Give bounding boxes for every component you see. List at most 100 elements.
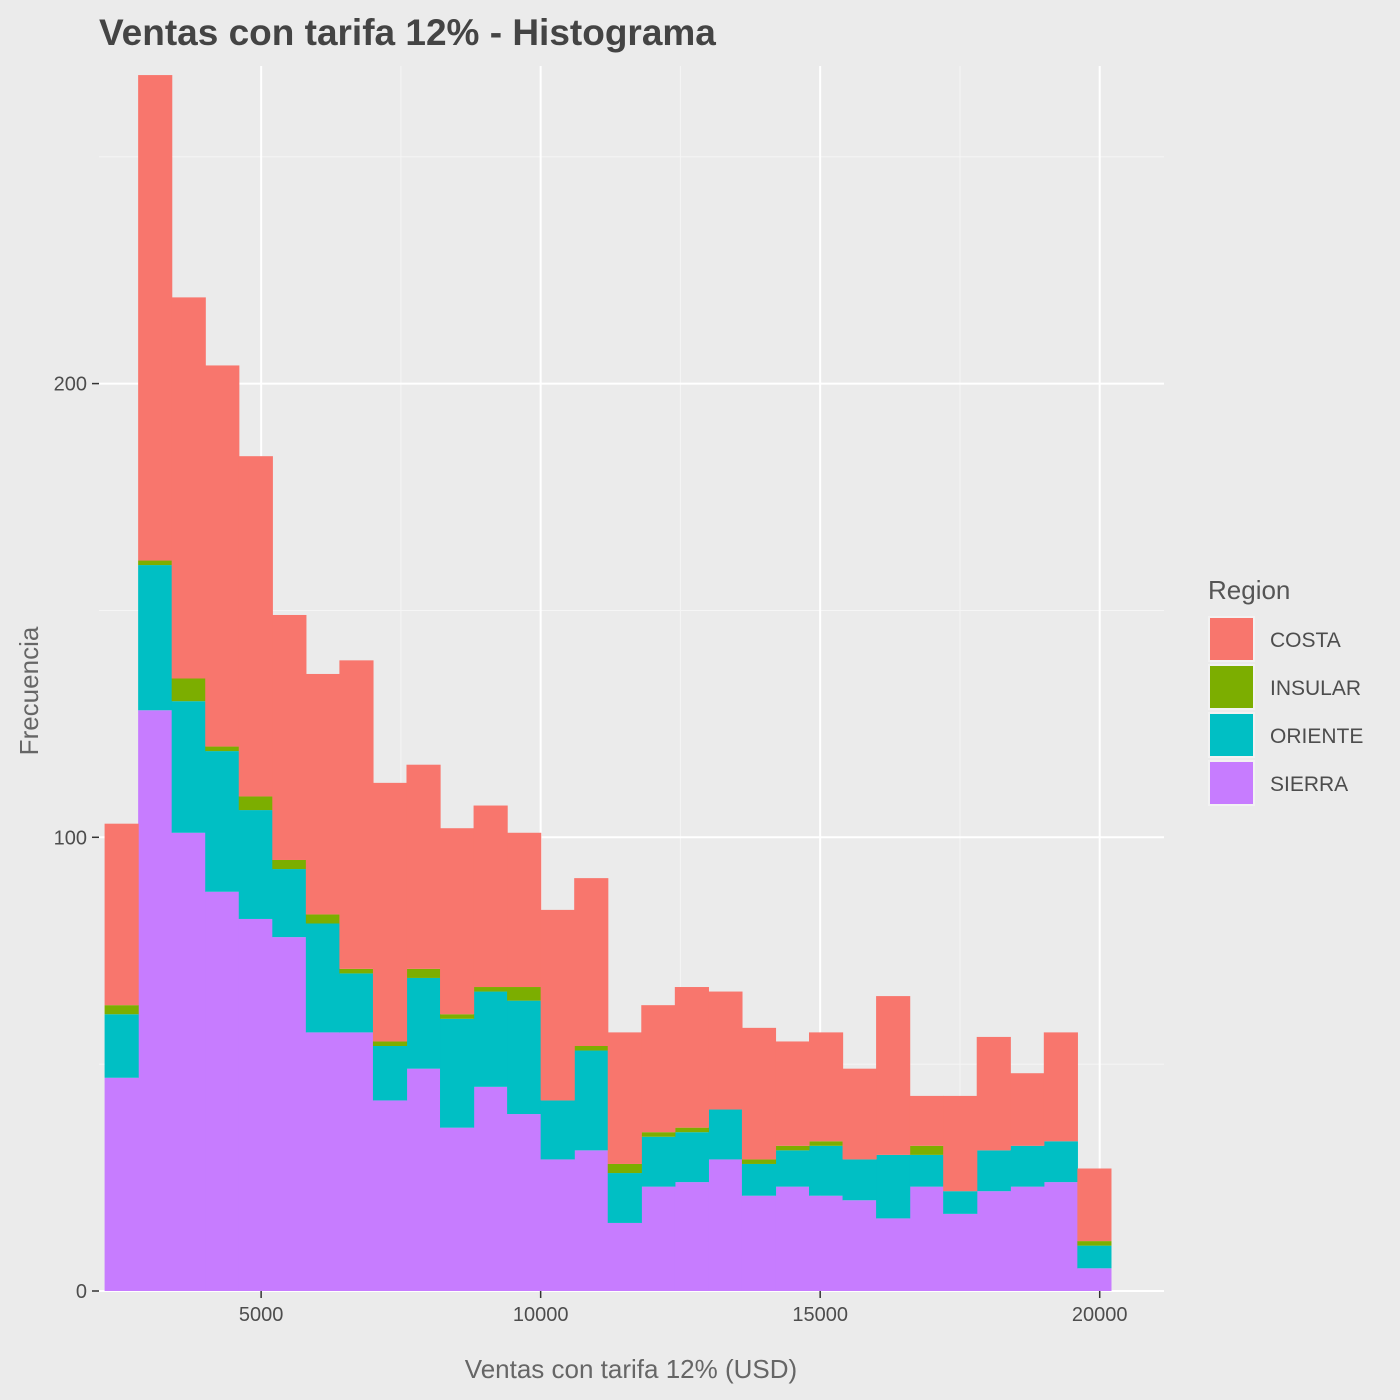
y-tick-label: 100 [54,827,87,849]
bar-sierra [339,1032,374,1291]
bar-insular [909,1145,944,1155]
bar-sierra [406,1068,441,1291]
x-tick-label: 5000 [239,1304,284,1326]
bar-oriente [440,1018,475,1128]
bar-sierra [607,1222,642,1291]
bar-oriente [909,1154,944,1187]
bar-insular [138,560,173,566]
bar-sierra [1077,1268,1112,1291]
bar-oriente [1043,1141,1078,1183]
bar-sierra [138,710,173,1291]
bar-oriente [540,1100,575,1160]
bar-sierra [238,918,273,1291]
bar-costa [507,832,542,988]
bar-oriente [1077,1245,1112,1269]
bar-insular [372,1041,408,1046]
bar-costa [943,1095,978,1192]
bar-oriente [205,751,240,892]
bar-sierra [1010,1186,1045,1291]
bar-sierra [574,1150,609,1291]
legend-label-costa: COSTA [1270,629,1341,652]
bar-oriente [372,1046,408,1101]
bar-oriente [842,1159,877,1201]
bar-insular [104,1005,139,1015]
bar-insular [641,1132,676,1137]
bar-sierra [104,1077,139,1291]
y-axis-title: Frecuencia [14,626,44,755]
bar-sierra [171,832,206,1291]
bar-costa [1077,1168,1112,1242]
bar-sierra [909,1186,944,1291]
bar-insular [339,968,374,974]
bar-insular [473,987,508,992]
bar-oriente [607,1173,642,1223]
bar-costa [104,823,139,1006]
bar-costa [272,614,307,860]
bar-costa [574,878,609,1046]
bar-sierra [708,1159,743,1291]
bar-costa [171,297,206,679]
legend: Region COSTA INSULAR ORIENTE SIERRA [1208,575,1363,806]
bar-oriente [876,1154,911,1219]
bar-costa [674,987,709,1128]
bar-costa [607,1032,642,1164]
bar-sierra [540,1159,575,1291]
bar-oriente [305,923,340,1033]
bar-sierra [809,1195,844,1291]
legend-items: COSTA INSULAR ORIENTE SIERRA [1208,616,1363,806]
bar-oriente [809,1145,844,1196]
bar-sierra [440,1127,475,1291]
bar-oriente [1010,1145,1045,1187]
bar-costa [809,1032,844,1142]
bar-costa [540,909,575,1101]
bar-oriente [507,1000,542,1115]
bar-costa [708,991,743,1110]
bar-costa [339,660,374,969]
bar-costa [406,764,441,969]
legend-swatch-sierra [1210,762,1253,804]
bar-oriente [741,1163,777,1196]
bar-costa [1010,1073,1045,1146]
bar-insular [574,1046,609,1051]
bar-costa [775,1041,810,1146]
bar-oriente [138,565,173,711]
bar-insular [775,1145,810,1151]
bar-sierra [976,1191,1011,1291]
bar-oriente [473,991,508,1087]
bar-costa [909,1095,944,1146]
bar-sierra [507,1114,542,1291]
bar-costa [372,782,408,1042]
y-axis: 0 100 200 [54,374,99,1303]
bar-oriente [775,1150,810,1187]
bar-insular [674,1127,709,1133]
bar-insular [205,746,240,752]
bar-costa [1043,1032,1078,1142]
bar-oriente [641,1136,676,1187]
bar-sierra [372,1100,408,1291]
bar-oriente [104,1014,139,1078]
bar-insular [406,968,441,978]
x-axis-title: Ventas con tarifa 12% (USD) [465,1354,797,1384]
bar-oriente [171,701,206,833]
legend-swatch-insular [1210,666,1253,708]
bar-costa [876,996,911,1155]
bar-sierra [775,1186,810,1291]
legend-label-oriente: ORIENTE [1270,725,1363,748]
bar-sierra [943,1213,978,1291]
bar-costa [976,1036,1011,1151]
bar-costa [238,456,273,797]
legend-label-sierra: SIERRA [1270,773,1348,796]
bar-sierra [272,937,307,1291]
x-tick-label: 10000 [513,1304,569,1326]
bar-insular [305,914,340,924]
bar-oriente [674,1132,709,1183]
bar-costa [305,673,340,915]
bar-sierra [641,1186,676,1291]
legend-swatch-oriente [1210,714,1253,756]
bar-sierra [876,1218,911,1291]
legend-title: Region [1208,575,1290,605]
bar-sierra [473,1086,508,1291]
bar-costa [473,805,508,988]
bar-insular [809,1141,844,1146]
bar-oriente [406,977,441,1069]
